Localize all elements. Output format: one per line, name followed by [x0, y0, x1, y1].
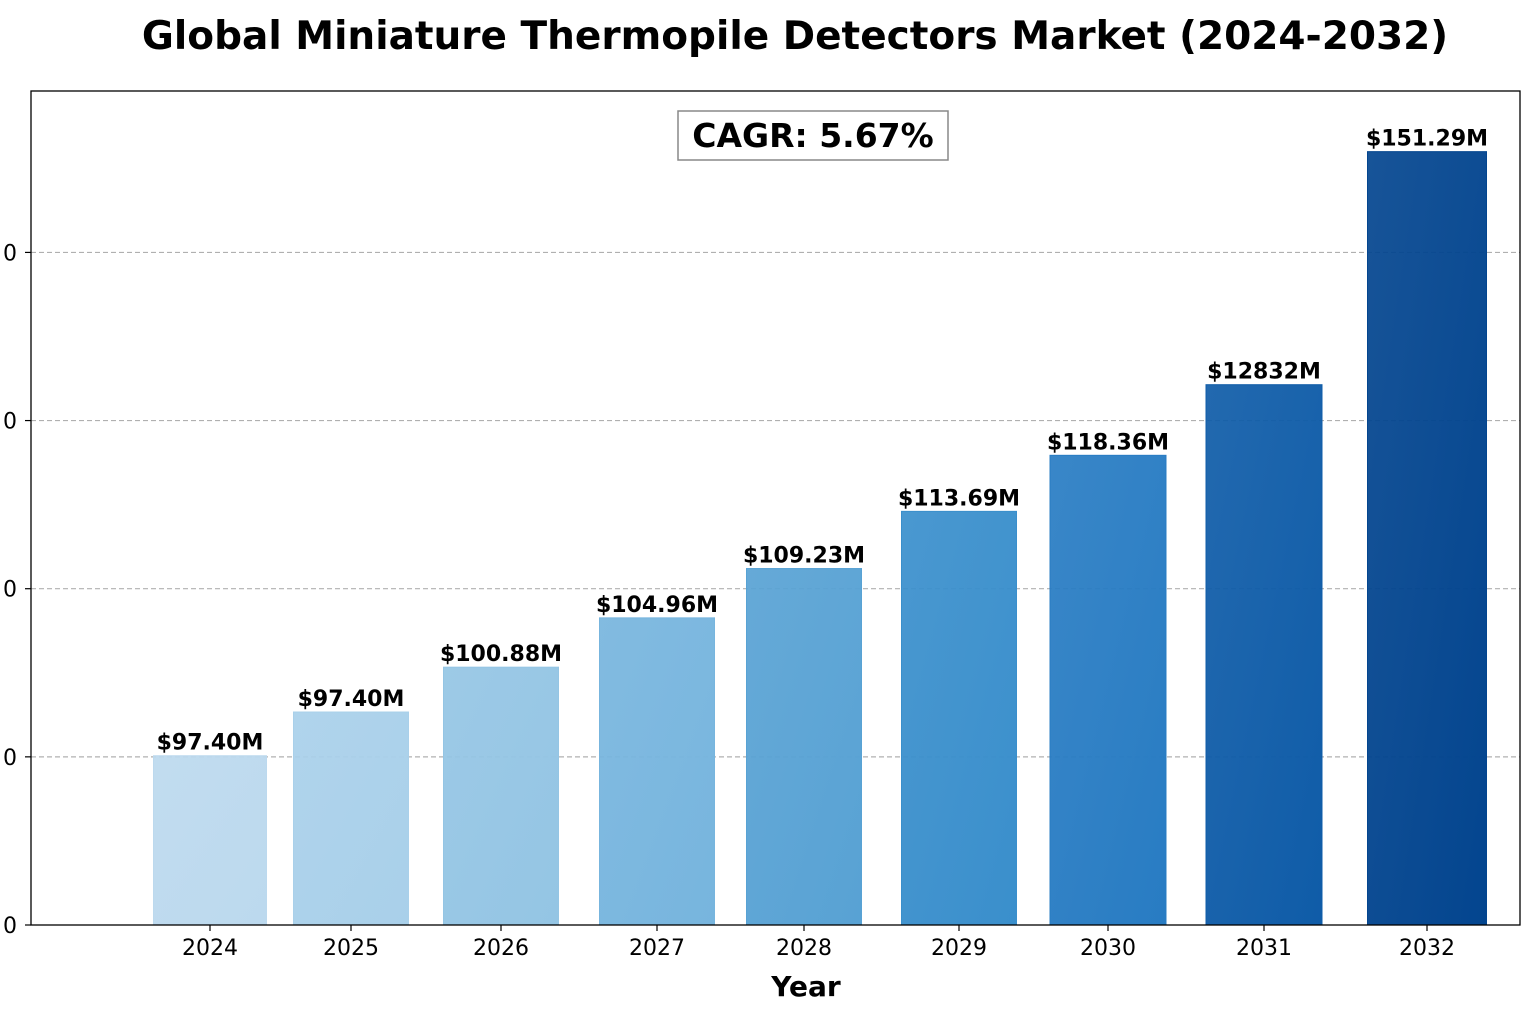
- bar-label-2030: $118.36M: [1047, 430, 1169, 455]
- bar-label-2029: $113.69M: [898, 486, 1020, 511]
- bar-2026: [443, 666, 559, 926]
- cagr-annotation: CAGR: 5.67%: [677, 110, 949, 161]
- y-tick-label: 0: [3, 410, 17, 435]
- bar-label-2031: $12832M: [1207, 360, 1321, 385]
- bar-2024: [153, 755, 267, 926]
- y-tick-label: 0: [3, 578, 17, 603]
- x-tick-label-2024: 2024: [182, 936, 238, 961]
- bar-label-2024: $97.40M: [157, 731, 264, 756]
- bar-2031: [1205, 384, 1323, 926]
- bar-2030: [1049, 454, 1167, 926]
- x-tick-label-2026: 2026: [473, 936, 529, 961]
- bar-label-2025: $97.40M: [298, 687, 405, 712]
- x-tick-label-2025: 2025: [323, 936, 379, 961]
- bar-2032: [1367, 151, 1487, 926]
- bar-label-2026: $100.88M: [440, 642, 562, 667]
- y-tick-label: 0: [3, 914, 17, 939]
- chart-title: Global Miniature Thermopile Detectors Ma…: [141, 14, 1449, 59]
- bars: [153, 151, 1487, 926]
- y-tick-labels: 0 0 0 0 0: [3, 241, 31, 939]
- bar-label-2028: $109.23M: [743, 544, 865, 569]
- bar-label-2027: $104.96M: [596, 593, 718, 618]
- x-tick-label-2032: 2032: [1399, 936, 1455, 961]
- x-tick-labels: 2024 2025 2026 2027 2028 2029 2030 2031 2032: [182, 925, 1455, 961]
- bar-2028: [746, 568, 862, 926]
- x-tick-label-2029: 2029: [931, 936, 987, 961]
- bar-2027: [599, 617, 715, 926]
- y-tick-label: 0: [3, 241, 17, 266]
- plot-frame: [30, 90, 1521, 926]
- cagr-box: [677, 110, 949, 161]
- x-axis-label: Year: [770, 970, 841, 1003]
- bar-2029: [901, 510, 1017, 926]
- x-tick-label-2031: 2031: [1236, 936, 1292, 961]
- x-tick-label-2027: 2027: [629, 936, 685, 961]
- bar-label-2032: $151.29M: [1366, 127, 1488, 152]
- x-tick-label-2030: 2030: [1080, 936, 1136, 961]
- bar-labels: $97.40M $97.40M $100.88M $104.96M $109.23M $1…: [157, 127, 1488, 756]
- bar-2025: [293, 711, 409, 926]
- x-tick-label-2028: 2028: [776, 936, 832, 961]
- y-tick-label: 0: [3, 746, 17, 771]
- cagr-text: CAGR: 5.67%: [692, 116, 933, 155]
